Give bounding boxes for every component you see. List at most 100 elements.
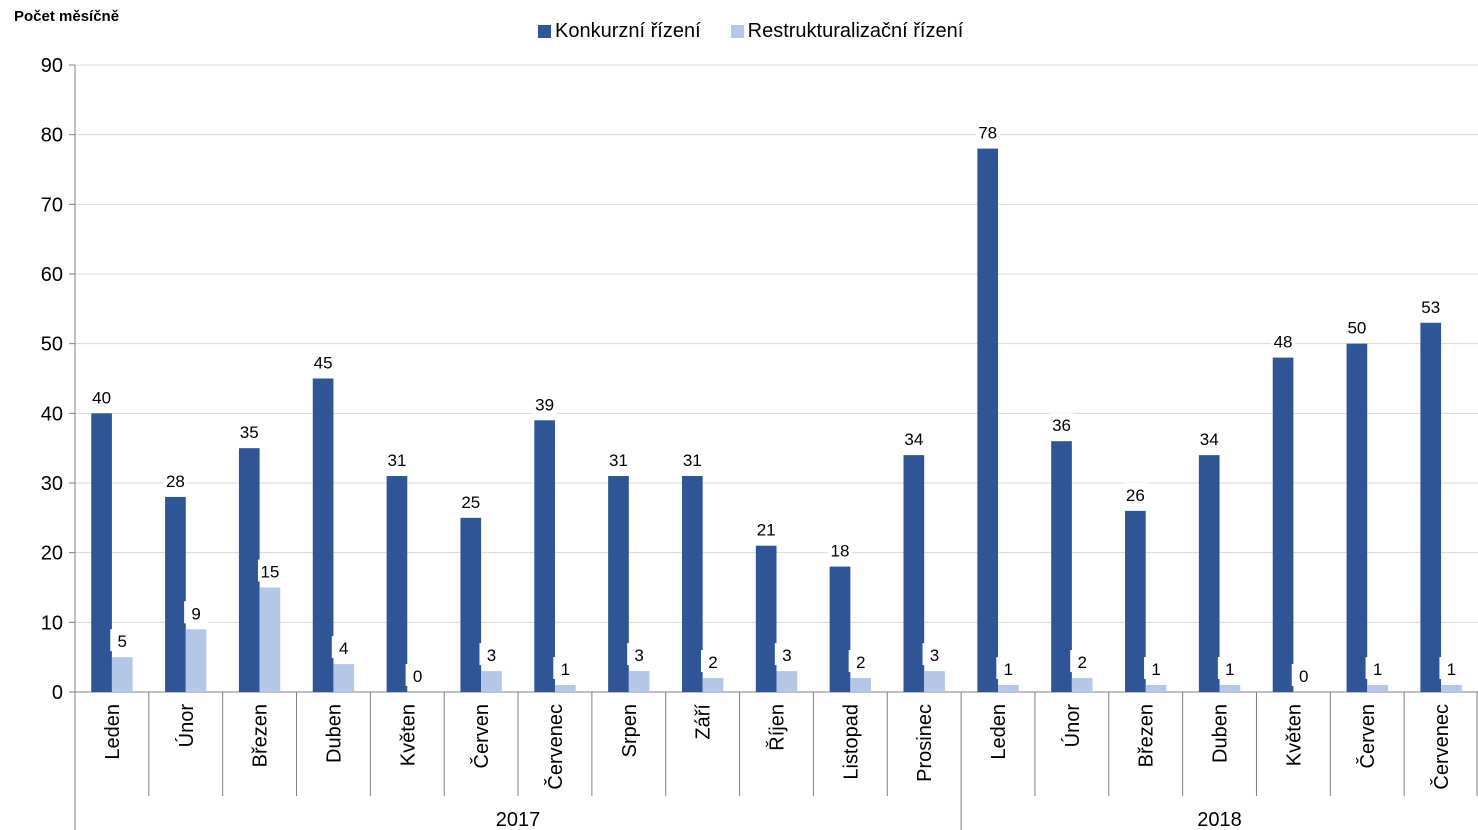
data-label: 1 xyxy=(1447,660,1456,679)
bar-restrukturalizace xyxy=(1219,685,1241,692)
bar-restrukturalizace xyxy=(259,587,281,692)
data-label-background xyxy=(996,657,1021,680)
data-label: 3 xyxy=(634,646,643,665)
data-label-background xyxy=(1365,657,1390,680)
bar-konkurz xyxy=(91,413,112,692)
data-label: 3 xyxy=(487,646,496,665)
data-label-background xyxy=(901,427,926,450)
bar-restrukturalizace xyxy=(924,671,945,692)
data-label-background xyxy=(922,643,947,666)
data-label-background xyxy=(1144,657,1169,680)
data-label-background xyxy=(1271,329,1296,352)
data-label: 34 xyxy=(1200,430,1219,449)
y-tick-label: 30 xyxy=(41,473,63,495)
data-label: 0 xyxy=(1299,667,1308,686)
legend: Konkurzní řízení Restrukturalizační říze… xyxy=(538,20,993,43)
data-label: 31 xyxy=(609,451,628,470)
data-label-background xyxy=(479,643,504,666)
bar-konkurz xyxy=(755,545,777,692)
legend-swatch-konkurz xyxy=(538,25,551,38)
data-label: 28 xyxy=(166,472,185,491)
data-label-background xyxy=(1197,427,1222,450)
data-label-background xyxy=(1418,294,1443,317)
data-label: 15 xyxy=(260,563,279,582)
bar-konkurz xyxy=(238,448,260,692)
data-label: 39 xyxy=(535,395,554,414)
data-label-background xyxy=(975,120,1000,143)
data-label: 53 xyxy=(1421,298,1440,317)
group-label: 2018 xyxy=(1197,809,1242,830)
bar-konkurz xyxy=(312,378,334,692)
data-label: 34 xyxy=(904,430,923,449)
bar-konkurz xyxy=(1125,510,1146,692)
data-label-background xyxy=(553,657,578,680)
bar-konkurz xyxy=(681,476,703,692)
legend-label-restrukturalizace: Restrukturalizační řízení xyxy=(747,20,964,42)
data-label: 40 xyxy=(92,388,111,407)
bar-konkurz xyxy=(534,420,555,692)
bar-restrukturalizace xyxy=(628,671,650,692)
bar-restrukturalizace xyxy=(702,678,724,692)
data-label-background xyxy=(384,448,409,471)
data-label-background xyxy=(1070,650,1095,673)
bar-restrukturalizace xyxy=(998,685,1019,692)
data-label-background xyxy=(331,636,356,659)
x-tick-label: Červenec xyxy=(1430,704,1453,790)
y-tick-label: 10 xyxy=(41,612,63,634)
data-label: 1 xyxy=(1373,660,1382,679)
data-label: 3 xyxy=(782,646,791,665)
x-tick-label: Červen xyxy=(1356,704,1379,768)
bar-konkurz xyxy=(903,455,925,692)
data-label: 2 xyxy=(708,653,717,672)
y-tick-label: 20 xyxy=(41,543,63,565)
x-tick-label: Červenec xyxy=(544,704,567,790)
data-label: 2 xyxy=(856,653,865,672)
x-tick-label: Leden xyxy=(988,704,1010,760)
y-tick-label: 60 xyxy=(41,264,63,286)
y-tick-label: 90 xyxy=(41,55,63,77)
data-label: 1 xyxy=(1151,660,1160,679)
bar-konkurz xyxy=(1346,343,1368,692)
data-label-background xyxy=(606,448,631,471)
x-tick-label: Leden xyxy=(102,704,124,760)
bar-konkurz xyxy=(1272,357,1294,692)
data-label: 50 xyxy=(1347,319,1366,338)
bar-restrukturalizace xyxy=(185,629,207,692)
data-label-background xyxy=(1217,657,1242,680)
x-tick-label: Březen xyxy=(250,704,272,767)
data-label-background xyxy=(828,538,853,561)
data-label: 31 xyxy=(683,451,702,470)
data-label: 1 xyxy=(561,660,570,679)
data-label-background xyxy=(627,643,652,666)
data-label: 45 xyxy=(314,354,333,373)
data-label: 1 xyxy=(1004,660,1013,679)
x-tick-label: Duben xyxy=(1210,704,1232,763)
bar-konkurz xyxy=(386,476,408,692)
data-label: 1 xyxy=(1225,660,1234,679)
x-tick-label: Září xyxy=(693,704,715,740)
bar-konkurz xyxy=(1051,441,1072,692)
bar-restrukturalizace xyxy=(776,671,798,692)
data-label-background xyxy=(110,629,135,652)
data-label: 26 xyxy=(1126,486,1145,505)
data-label-background xyxy=(257,559,282,582)
bar-restrukturalizace xyxy=(481,671,502,692)
bar-konkurz xyxy=(608,476,629,692)
data-label-background xyxy=(754,517,779,540)
bar-restrukturalizace xyxy=(850,678,872,692)
data-label-background xyxy=(1291,664,1316,686)
data-label-background xyxy=(405,664,430,686)
bar-restrukturalizace xyxy=(1441,685,1462,692)
bar-restrukturalizace xyxy=(333,664,355,692)
x-tick-label: Únor xyxy=(1061,704,1084,748)
data-label-background xyxy=(848,650,873,673)
data-label: 4 xyxy=(339,639,348,658)
data-label: 48 xyxy=(1274,333,1293,352)
data-label-background xyxy=(237,420,262,443)
data-label: 21 xyxy=(757,521,776,540)
data-label: 31 xyxy=(387,451,406,470)
y-tick-label: 0 xyxy=(52,682,63,704)
x-tick-label: Květen xyxy=(397,704,419,766)
